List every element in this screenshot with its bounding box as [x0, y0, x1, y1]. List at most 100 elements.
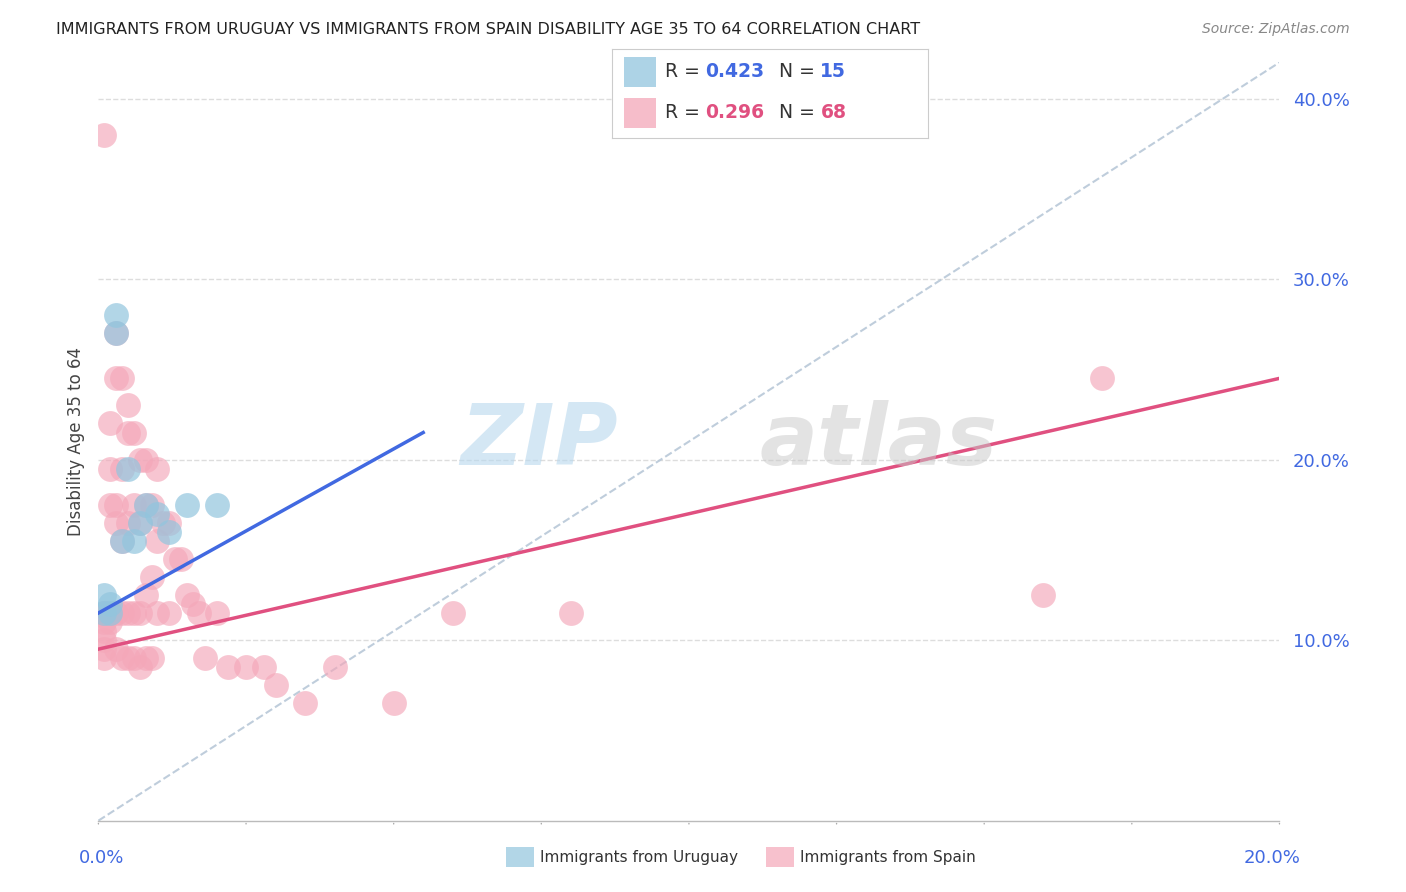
Text: Immigrants from Spain: Immigrants from Spain [800, 850, 976, 864]
Point [128, 516, 150, 530]
Point [122, 425, 145, 440]
Text: 20.0%: 20.0% [1244, 849, 1301, 867]
Text: ZIP: ZIP [460, 400, 619, 483]
Point [205, 606, 228, 620]
Point [93, 633, 115, 648]
Point [93, 606, 115, 620]
Point [93, 606, 115, 620]
Point [111, 461, 134, 475]
Point [98, 417, 121, 431]
Point [117, 606, 139, 620]
Point [294, 696, 316, 710]
Point [253, 660, 276, 674]
Point [105, 326, 128, 341]
Point [117, 425, 139, 440]
Point [105, 326, 128, 341]
Point [105, 371, 128, 385]
Point [111, 371, 134, 385]
Point [98, 498, 121, 512]
Point [560, 606, 582, 620]
Point [135, 498, 157, 512]
Point [98, 606, 121, 620]
Bar [624, 57, 655, 87]
Point [111, 533, 134, 548]
Point [181, 597, 204, 611]
Point [98, 606, 121, 620]
Point [141, 651, 163, 665]
Point [98, 597, 121, 611]
Point [122, 606, 145, 620]
Point [122, 533, 145, 548]
Point [264, 678, 287, 692]
Point [152, 516, 174, 530]
Point [135, 651, 157, 665]
Point [1032, 588, 1054, 602]
Point [122, 498, 145, 512]
Point [105, 308, 128, 322]
Point [235, 660, 257, 674]
Text: 68: 68 [821, 103, 846, 122]
Text: R =: R = [665, 103, 706, 122]
Point [117, 461, 139, 475]
Point [157, 524, 180, 539]
Point [117, 651, 139, 665]
Point [105, 606, 128, 620]
Point [146, 507, 169, 521]
Point [93, 615, 115, 629]
Text: atlas: atlas [759, 400, 998, 483]
Point [128, 606, 150, 620]
Point [93, 606, 115, 620]
Point [187, 606, 209, 620]
Text: 0.423: 0.423 [704, 62, 763, 81]
Point [105, 516, 128, 530]
Point [323, 660, 346, 674]
Text: N =: N = [779, 62, 821, 81]
Point [194, 651, 217, 665]
Point [135, 452, 157, 467]
Point [170, 552, 193, 566]
Point [128, 452, 150, 467]
Text: 0.0%: 0.0% [79, 849, 124, 867]
Point [217, 660, 239, 674]
Point [441, 606, 464, 620]
Point [117, 399, 139, 413]
Point [93, 642, 115, 657]
Text: Immigrants from Uruguay: Immigrants from Uruguay [540, 850, 738, 864]
Point [141, 498, 163, 512]
Point [382, 696, 405, 710]
Point [176, 588, 198, 602]
Point [165, 552, 187, 566]
Text: R =: R = [665, 62, 706, 81]
Point [122, 651, 145, 665]
Point [146, 461, 169, 475]
Text: 15: 15 [821, 62, 846, 81]
Point [157, 516, 180, 530]
Point [117, 516, 139, 530]
Bar [624, 98, 655, 128]
Point [135, 498, 157, 512]
Point [146, 533, 169, 548]
Point [157, 606, 180, 620]
Point [93, 651, 115, 665]
Text: N =: N = [779, 103, 821, 122]
Text: IMMIGRANTS FROM URUGUAY VS IMMIGRANTS FROM SPAIN DISABILITY AGE 35 TO 64 CORRELA: IMMIGRANTS FROM URUGUAY VS IMMIGRANTS FR… [56, 22, 921, 37]
Point [111, 606, 134, 620]
Point [205, 498, 228, 512]
Text: Source: ZipAtlas.com: Source: ZipAtlas.com [1202, 22, 1350, 37]
Y-axis label: Disability Age 35 to 64: Disability Age 35 to 64 [66, 347, 84, 536]
Point [1091, 371, 1114, 385]
Point [128, 660, 150, 674]
Point [98, 615, 121, 629]
Point [105, 642, 128, 657]
Point [135, 588, 157, 602]
Point [93, 624, 115, 639]
Point [176, 498, 198, 512]
Point [105, 498, 128, 512]
Point [128, 516, 150, 530]
Point [111, 651, 134, 665]
Point [93, 588, 115, 602]
Point [141, 570, 163, 584]
Text: 0.296: 0.296 [704, 103, 763, 122]
Point [98, 461, 121, 475]
Point [111, 533, 134, 548]
